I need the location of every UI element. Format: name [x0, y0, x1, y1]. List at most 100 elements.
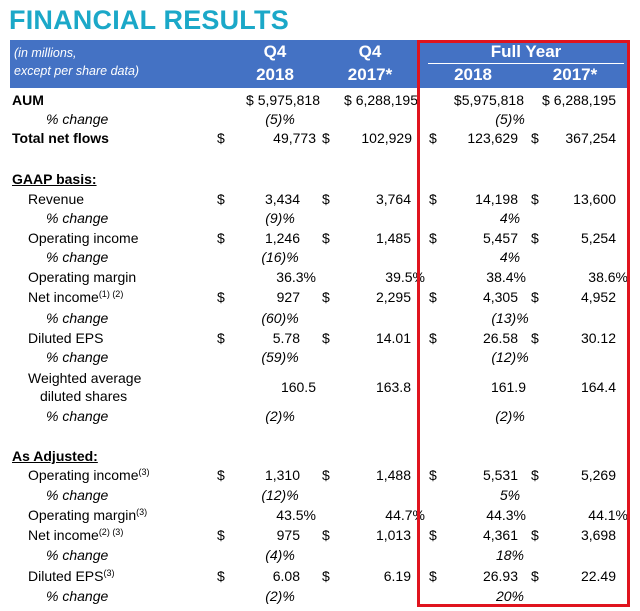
dollar-sign: $: [322, 568, 330, 584]
fy-2018-value: 14,198: [475, 191, 518, 207]
dollar-sign: $: [217, 230, 225, 246]
row-label-text: Diluted EPS: [28, 568, 104, 584]
fy-2017-value: 44.1%: [588, 507, 628, 523]
row-label-text: Net income: [28, 289, 99, 305]
q4-2017-value: 3,764: [375, 191, 411, 207]
fy-change-value: 4%: [499, 249, 521, 265]
dollar-sign: $: [429, 230, 437, 246]
fy-2017-value: 13,600: [573, 191, 616, 207]
row-label: diluted shares: [40, 388, 128, 404]
section-heading-gaap: GAAP basis:: [12, 171, 97, 187]
dollar-sign: $: [217, 527, 225, 543]
dollar-sign: $: [217, 467, 225, 483]
table-row-diluted-eps: Diluted EPS $ 5.78 $ 14.01 $ 26.58 $ 30.…: [0, 329, 640, 348]
table-row-net-flows: Total net flows $ 49,773 $ 102,929 $ 123…: [0, 129, 640, 148]
fy-2018-value: 44.3%: [486, 507, 526, 523]
fy-2018-value: 5,531: [482, 467, 518, 483]
q4-2018-value: 43.5%: [276, 507, 316, 523]
fy-2017-value: 30.12: [580, 330, 616, 346]
footnote-ref: (1) (2): [98, 289, 124, 299]
q4-2018-value: 160.5: [280, 379, 316, 395]
row-label: % change: [46, 487, 109, 503]
dollar-sign: $: [429, 330, 437, 346]
dollar-sign: $: [429, 568, 437, 584]
row-label: Net income(2) (3): [28, 526, 123, 545]
q4-2018-value: 6.08: [272, 568, 300, 584]
fy-2018-value: 38.4%: [486, 269, 526, 285]
fy-2018-value: 26.58: [482, 330, 518, 346]
fy-2018-value: 4,305: [482, 289, 518, 305]
q4-change-value: (16)%: [261, 249, 299, 265]
dollar-sign: $: [217, 191, 225, 207]
q4-2017-value: 44.7%: [385, 507, 425, 523]
table-row-net-income-change: % change (60)% (13)%: [0, 309, 640, 328]
table-row-revenue-change: % change (9)% 4%: [0, 209, 640, 228]
table-row-operating-income: Operating income $ 1,246 $ 1,485 $ 5,457…: [0, 229, 640, 248]
full-year-highlight-box: [417, 40, 630, 607]
q4-2018-value: 49,773: [273, 130, 316, 146]
adjusted-heading-row: As Adjusted:: [0, 447, 640, 466]
q4-2017-value: 1,485: [375, 230, 411, 246]
table-row-revenue: Revenue $ 3,434 $ 3,764 $ 14,198 $ 13,60…: [0, 190, 640, 209]
fy-change-value: (5)%: [495, 111, 525, 127]
q4-2017-value: 6.19: [383, 568, 411, 584]
table-row-adj-operating-margin: Operating margin(3) 43.5% 44.7% 44.3% 44…: [0, 506, 640, 525]
q4-2017-value: $ 6,288,195: [344, 92, 418, 108]
fy-2017-value: 367,254: [565, 130, 616, 146]
row-label: Revenue: [28, 191, 85, 207]
fy-2018-value: 4,361: [482, 527, 518, 543]
dollar-sign: $: [429, 467, 437, 483]
q4-2018-header-top: Q4: [263, 42, 287, 61]
dollar-sign: $: [322, 330, 330, 346]
fy-2017-header: 2017*: [552, 65, 598, 84]
table-row-adj-operating-income-change: % change (12)% 5%: [0, 486, 640, 505]
q4-2017-value: 102,929: [361, 130, 412, 146]
row-label: Diluted EPS: [28, 330, 104, 346]
q4-change-value: (59)%: [261, 349, 299, 365]
fy-change-value: (2)%: [495, 408, 525, 424]
dollar-sign: $: [217, 130, 225, 146]
fy-2017-value: 164.4: [580, 379, 616, 395]
fy-2017-value: 5,269: [580, 467, 616, 483]
row-label: Net income(1) (2): [28, 288, 123, 307]
dollar-sign: $: [429, 527, 437, 543]
dollar-sign: $: [429, 191, 437, 207]
footnote-ref: (3): [138, 467, 150, 477]
footnote-ref: (3): [103, 568, 115, 578]
table-row-operating-margin: Operating margin 36.3% 39.5% 38.4% 38.6%: [0, 268, 640, 287]
dollar-sign: $: [531, 527, 539, 543]
row-label: Operating income(3): [28, 466, 150, 485]
q4-2017-header-bottom: 2017*: [347, 65, 393, 84]
fy-change-value: 5%: [499, 487, 521, 503]
full-year-divider: [428, 63, 624, 64]
section-heading-adjusted: As Adjusted:: [12, 448, 98, 464]
footnote-ref: (3): [136, 507, 148, 517]
dollar-sign: $: [217, 330, 225, 346]
dollar-sign: $: [531, 467, 539, 483]
row-label: Operating margin: [28, 269, 137, 285]
fy-2018-value: 26.93: [482, 568, 518, 584]
row-label: % change: [46, 111, 109, 127]
q4-change-value: (4)%: [265, 547, 295, 563]
row-label-text: Operating income: [28, 467, 139, 483]
q4-change-value: (2)%: [265, 408, 295, 424]
q4-2017-value: 14.01: [375, 330, 411, 346]
q4-2018-header-bottom: 2018: [256, 65, 294, 84]
fy-2018-value: 5,457: [482, 230, 518, 246]
table-header: [10, 40, 630, 88]
table-row-net-income: Net income(1) (2) $ 927 $ 2,295 $ 4,305 …: [0, 288, 640, 307]
row-label: Operating margin(3): [28, 506, 147, 525]
gaap-heading-row: GAAP basis:: [0, 170, 640, 189]
row-label: % change: [46, 210, 109, 226]
fy-change-value: 18%: [495, 547, 525, 563]
dollar-sign: $: [322, 467, 330, 483]
dollar-sign: $: [322, 289, 330, 305]
q4-2018-value: $ 5,975,818: [246, 92, 320, 108]
q4-2018-value: 1,246: [264, 230, 300, 246]
footnote-ref: (2) (3): [98, 527, 124, 537]
table-row-adj-diluted-eps-change: % change (2)% 20%: [0, 587, 640, 606]
dollar-sign: $: [531, 130, 539, 146]
row-label: Diluted EPS(3): [28, 567, 114, 586]
row-label: % change: [46, 588, 109, 604]
units-note-line2: except per share data): [14, 64, 140, 78]
